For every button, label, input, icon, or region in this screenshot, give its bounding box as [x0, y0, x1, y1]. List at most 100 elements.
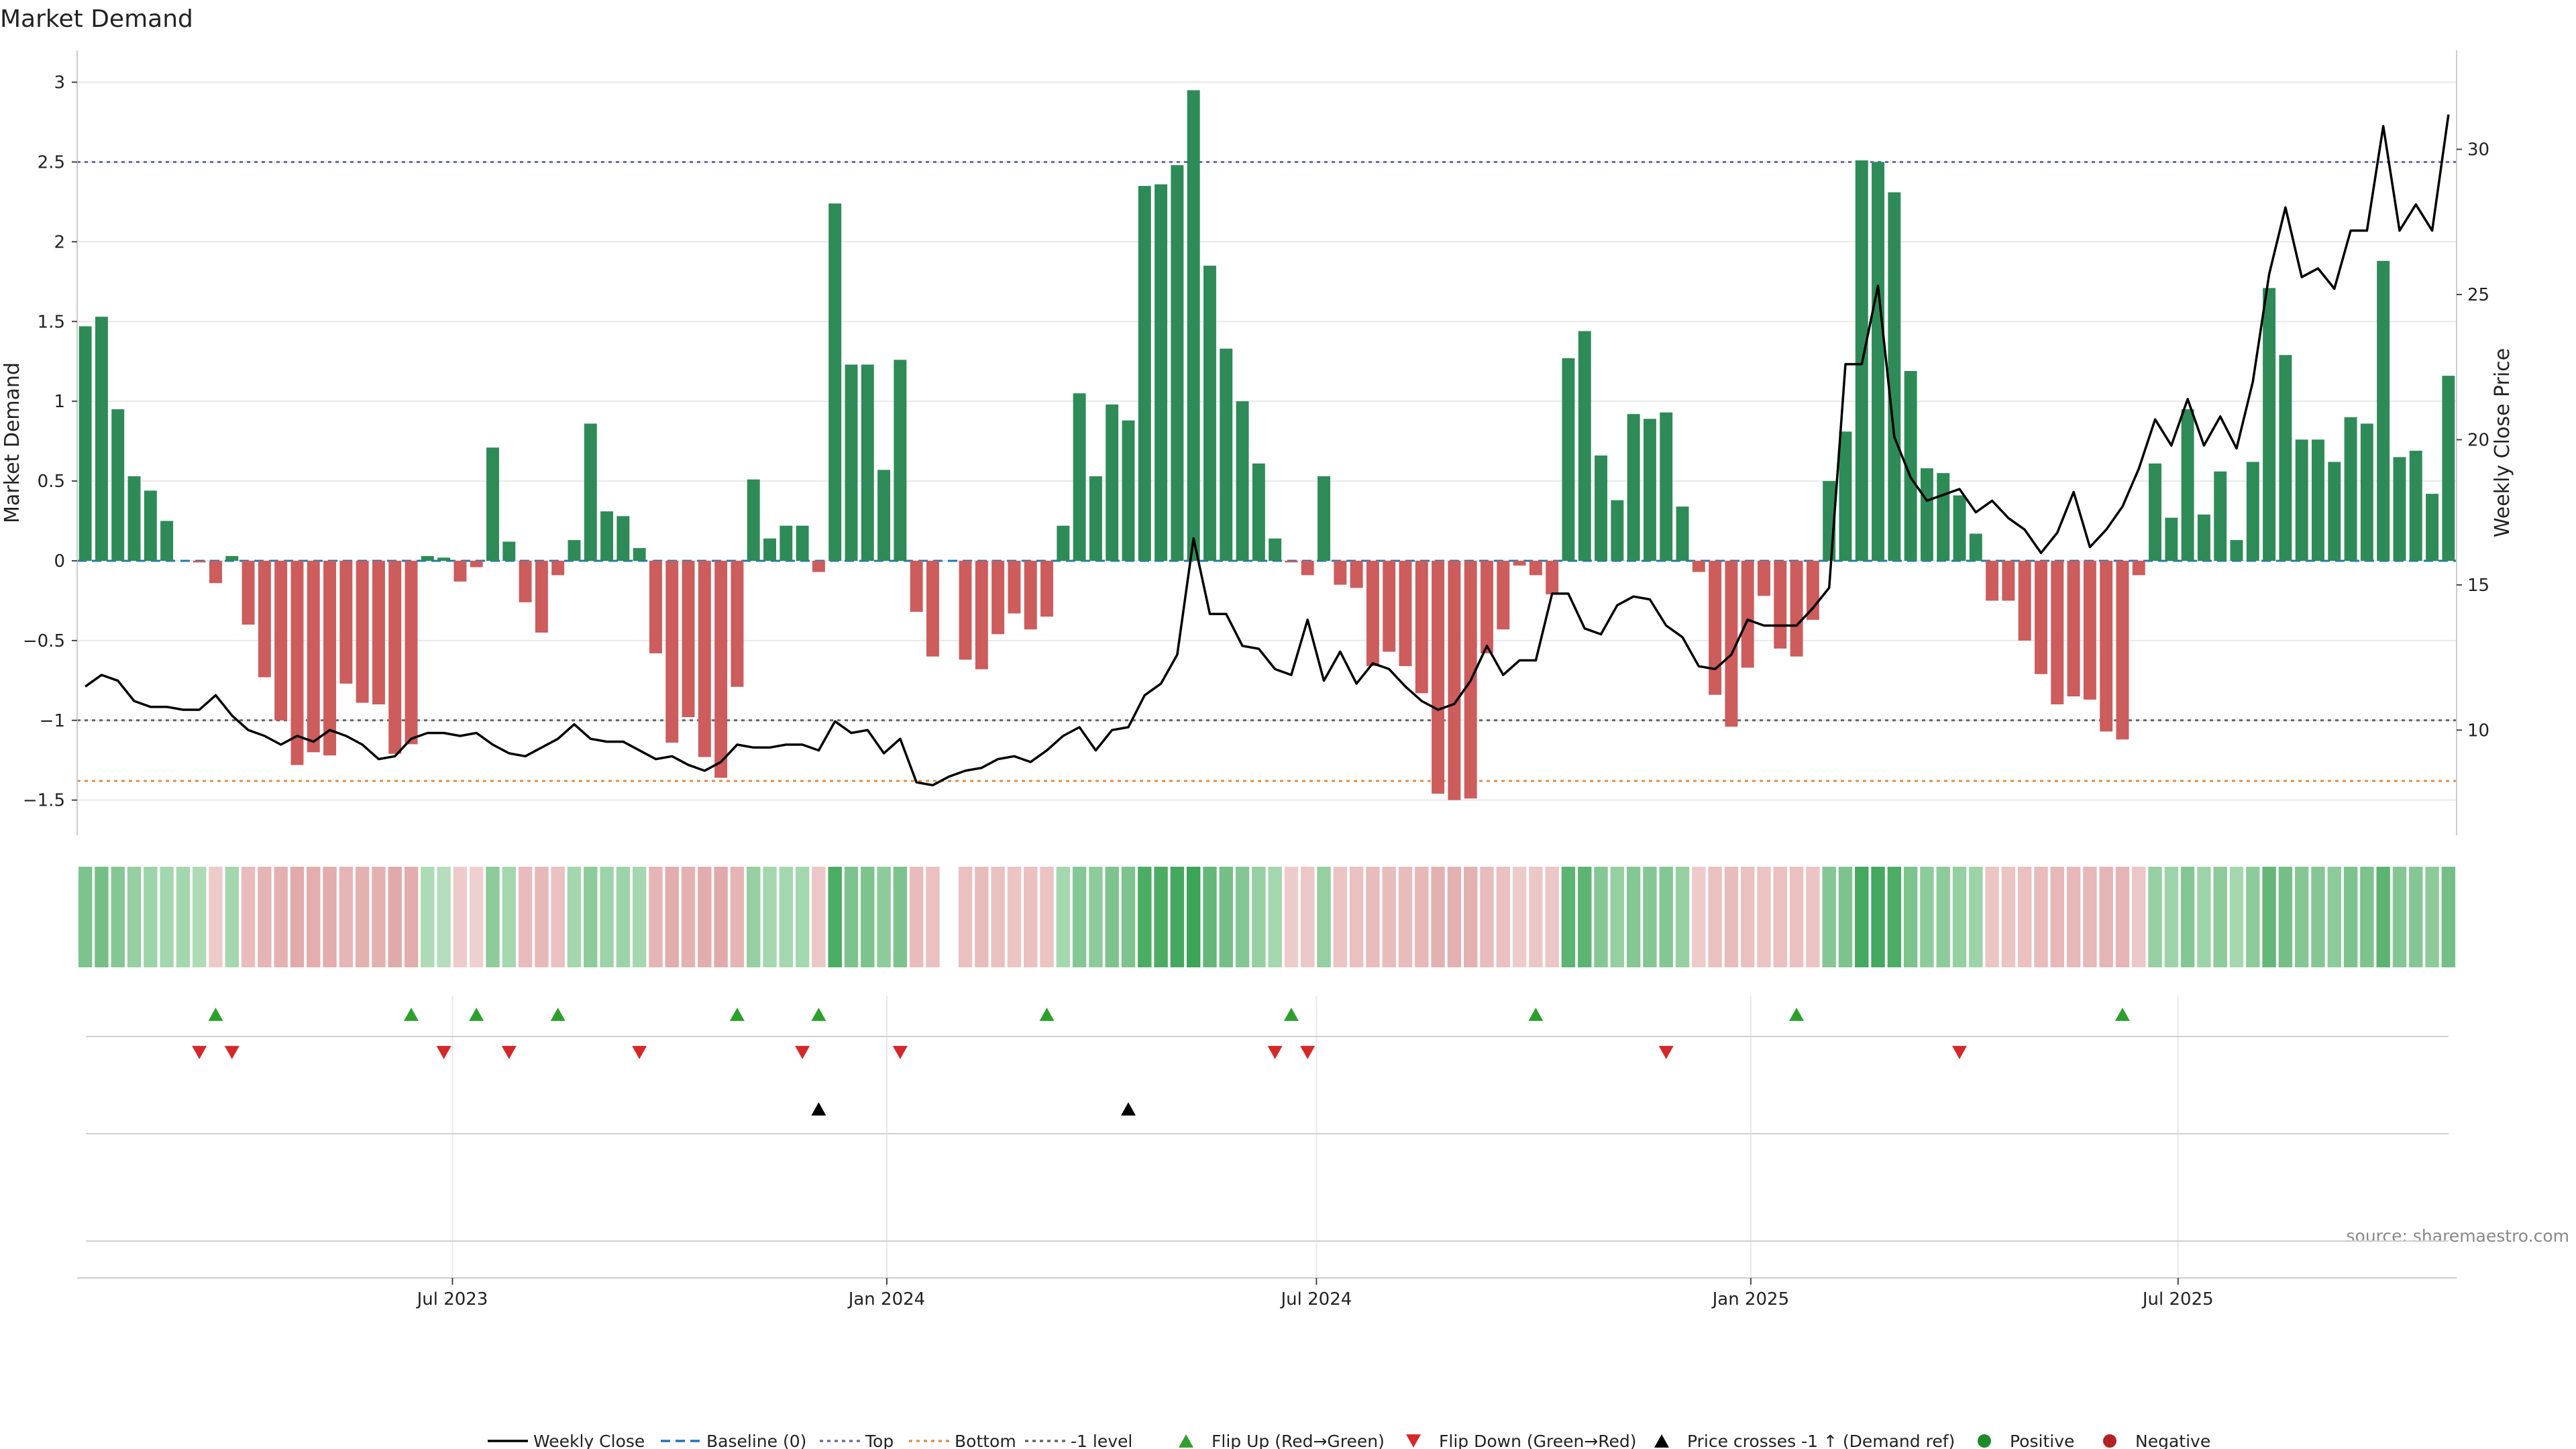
- chart-title: Market Demand: [0, 5, 193, 33]
- x-tick-label: Jul 2025: [2141, 1289, 2214, 1309]
- heat-cell: [453, 867, 468, 967]
- heat-cell: [2001, 867, 2016, 967]
- heat-cell: [1219, 867, 1233, 967]
- heat-cell: [1724, 867, 1739, 967]
- demand-bar: [714, 560, 728, 778]
- heat-cell: [991, 867, 1005, 967]
- heat-cell: [1203, 867, 1217, 967]
- demand-bar: [926, 560, 939, 657]
- demand-bar: [1285, 560, 1298, 563]
- demand-bar: [2035, 560, 2047, 674]
- demand-bar: [405, 560, 418, 745]
- demand-bar: [323, 560, 337, 756]
- heat-cell: [877, 867, 891, 967]
- demand-bar: [796, 525, 809, 561]
- y-axis-label: Market Demand: [1, 362, 24, 523]
- heat-cell: [1170, 867, 1185, 967]
- demand-bar: [910, 560, 923, 612]
- y-tick-label: −0.5: [23, 631, 65, 651]
- demand-bar: [1187, 90, 1200, 561]
- heat-cell: [649, 867, 663, 967]
- heat-cell: [1740, 867, 1755, 967]
- heat-cell: [2034, 867, 2048, 967]
- heat-cell: [1024, 867, 1038, 967]
- legend-swatch-circle: [2103, 1434, 2116, 1448]
- y-tick-label: 0: [54, 551, 65, 572]
- demand-bar: [1676, 506, 1689, 561]
- demand-bar: [2149, 463, 2162, 561]
- heat-cell: [2376, 867, 2390, 967]
- demand-bar: [665, 560, 679, 743]
- demand-bar: [763, 538, 776, 561]
- demand-bar: [1415, 560, 1428, 694]
- demand-bar: [1725, 560, 1738, 727]
- demand-bar: [2132, 560, 2145, 576]
- heat-cell: [1952, 867, 1967, 967]
- heat-cell: [355, 867, 370, 967]
- demand-bar: [1888, 192, 1901, 561]
- heat-cell: [812, 867, 826, 967]
- heat-cell: [2278, 867, 2293, 967]
- heat-cell: [828, 867, 842, 967]
- heat-cell: [2360, 867, 2374, 967]
- heat-cell: [388, 867, 402, 967]
- demand-bar: [1057, 525, 1070, 561]
- heat-cell: [779, 867, 794, 967]
- legend-swatch-circle: [1978, 1434, 1991, 1448]
- demand-bar: [975, 560, 988, 669]
- demand-bar: [2344, 417, 2357, 561]
- heat-cell: [1903, 867, 1918, 967]
- heat-cell: [78, 867, 93, 967]
- y-tick-label: 0.5: [38, 472, 65, 492]
- demand-bar: [1138, 186, 1151, 561]
- heat-cell: [1496, 867, 1510, 967]
- demand-bar: [2246, 462, 2259, 561]
- demand-bar: [1904, 370, 1917, 561]
- demand-bar: [1643, 419, 1656, 561]
- y-tick-label: −1: [40, 711, 65, 731]
- flip-up-marker: [1789, 1008, 1805, 1021]
- demand-bar: [1513, 560, 1526, 566]
- heat-cell: [1154, 867, 1168, 967]
- heat-cell: [2409, 867, 2423, 967]
- demand-bar: [95, 317, 108, 561]
- demand-bar: [812, 560, 825, 572]
- flip-up-marker: [469, 1008, 484, 1021]
- signal-markers: [192, 1008, 2130, 1116]
- demand-bar: [1301, 560, 1314, 576]
- demand-bar: [682, 560, 695, 718]
- heat-cell: [95, 867, 109, 967]
- heat-cell: [861, 867, 875, 967]
- axes: [76, 50, 2457, 1279]
- heat-cell: [144, 867, 158, 967]
- demand-bar: [2312, 439, 2324, 561]
- heat-cell: [1838, 867, 1853, 967]
- heat-cell: [1659, 867, 1673, 967]
- demand-bar: [1692, 560, 1705, 572]
- demand-bar: [225, 555, 239, 561]
- heat-cell: [1105, 867, 1119, 967]
- demand-bar: [2230, 540, 2243, 561]
- demand-bar: [1203, 266, 1216, 561]
- heat-cell: [844, 867, 859, 967]
- demand-bar: [1497, 560, 1510, 630]
- legend-swatch-triangle: [1406, 1434, 1421, 1448]
- demand-bar: [2442, 376, 2455, 561]
- demand-bar: [2409, 450, 2422, 561]
- demand-bar: [1106, 404, 1119, 561]
- price-cross-marker: [1120, 1102, 1136, 1116]
- demand-bar: [2002, 560, 2015, 601]
- heat-cell: [1936, 867, 1950, 967]
- heat-cell: [665, 867, 679, 967]
- heat-cell: [1415, 867, 1429, 967]
- demand-bar: [421, 555, 434, 561]
- heat-cell: [1056, 867, 1071, 967]
- heat-cell: [176, 867, 191, 967]
- heat-cell: [1610, 867, 1625, 967]
- heat-cell: [1985, 867, 1999, 967]
- heat-cell: [2083, 867, 2097, 967]
- flip-up-marker: [1039, 1008, 1055, 1021]
- demand-bar: [1155, 184, 1168, 561]
- demand-bar: [1660, 412, 1673, 561]
